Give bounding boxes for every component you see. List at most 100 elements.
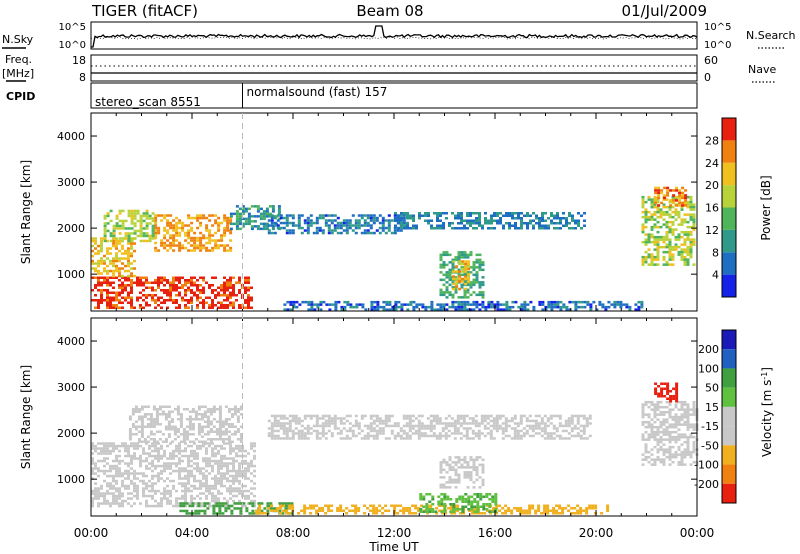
heatmap-cell (588, 504, 592, 507)
heatmap-cell (331, 303, 335, 306)
heatmap-cell (214, 214, 218, 217)
heatmap-cell (160, 454, 163, 458)
heatmap-cell (306, 226, 310, 230)
heatmap-cell (167, 435, 171, 438)
heatmap-cell (469, 283, 473, 287)
heatmap-cell (154, 219, 158, 222)
heatmap-cell (185, 502, 189, 505)
heatmap-cell (321, 229, 325, 232)
heatmap-cell (178, 449, 181, 453)
heatmap-cell (148, 479, 151, 483)
heatmap-cell (172, 249, 176, 252)
heatmap-cell (136, 487, 139, 490)
colorbar-tick-label: 200 (698, 343, 719, 356)
heatmap-cell (160, 279, 163, 282)
heatmap-cell (504, 434, 508, 438)
heatmap-cell (472, 486, 476, 489)
heatmap-cell (426, 427, 430, 430)
heatmap-cell (469, 456, 473, 459)
heatmap-cell (668, 230, 672, 234)
heatmap-cell (523, 300, 527, 304)
heatmap-cell (315, 216, 319, 220)
heatmap-cell (212, 418, 216, 421)
heatmap-cell (133, 249, 136, 253)
heatmap-cell (187, 236, 191, 240)
heatmap-cell (169, 244, 173, 247)
heatmap-cell (136, 281, 139, 284)
heatmap-cell (393, 507, 397, 510)
heatmap-cell (342, 221, 346, 225)
heatmap-cell (178, 482, 181, 485)
heatmap-cell (486, 422, 490, 425)
heatmap-cell (360, 437, 364, 440)
heatmap-cell (662, 245, 666, 249)
heatmap-cell (94, 239, 97, 243)
heatmap-cell (481, 291, 485, 294)
heatmap-cell (97, 276, 100, 279)
heatmap-cell (540, 434, 544, 438)
heatmap-cell (550, 300, 554, 304)
heatmap-cell (556, 214, 559, 217)
heatmap-cell (466, 283, 470, 287)
heatmap-cell (143, 440, 147, 443)
heatmap-cell (290, 502, 294, 505)
heatmap-cell (324, 219, 328, 222)
heatmap-cell (502, 308, 506, 311)
heatmap-cell (328, 303, 332, 306)
heatmap-cell (466, 288, 470, 292)
heatmap-cell (131, 413, 135, 416)
heatmap-cell (465, 429, 469, 433)
heatmap-cell (354, 512, 358, 515)
heatmap-cell (683, 400, 687, 404)
heatmap-cell (330, 229, 334, 232)
heatmap-cell (175, 497, 178, 500)
heatmap-cell (187, 249, 191, 252)
heatmap-cell (464, 500, 468, 503)
heatmap-cell (118, 474, 121, 478)
heatmap-cell (97, 306, 100, 309)
heatmap-cell (686, 195, 690, 199)
heatmap-cell (656, 253, 660, 256)
heatmap-cell (133, 489, 136, 493)
heatmap-cell (457, 256, 461, 259)
heatmap-cell (137, 430, 141, 433)
heatmap-cell (127, 447, 130, 450)
heatmap-cell (343, 305, 347, 309)
heatmap-cell (453, 512, 457, 515)
heatmap-cell (665, 198, 669, 201)
heatmap-cell (656, 418, 660, 421)
heatmap-cell (146, 418, 150, 421)
heatmap-cell (686, 443, 690, 446)
heatmap-cell (206, 410, 210, 413)
heatmap-cell (300, 434, 304, 438)
y-tick-label: 4000 (57, 130, 85, 143)
heatmap-cell (650, 205, 654, 209)
heatmap-cell (662, 250, 666, 254)
heatmap-cell (91, 276, 94, 279)
heatmap-cell (519, 507, 523, 510)
heatmap-cell (118, 444, 121, 448)
heatmap-cell (424, 212, 427, 215)
heatmap-cell (206, 423, 210, 426)
heatmap-cell (366, 229, 370, 232)
heatmap-cell (504, 509, 508, 512)
heatmap-cell (426, 417, 430, 420)
heatmap-cell (445, 291, 449, 294)
heatmap-cell (692, 435, 696, 439)
heatmap-cell (253, 205, 257, 208)
heatmap-cell (680, 453, 684, 456)
heatmap-cell (513, 432, 517, 435)
heatmap-cell (653, 248, 657, 251)
heatmap-cell (553, 303, 557, 306)
heatmap-cell (109, 232, 113, 235)
heatmap-cell (154, 447, 157, 450)
heatmap-cell (202, 442, 205, 445)
heatmap-cell (250, 227, 254, 231)
heatmap-cell (394, 219, 397, 222)
heatmap-cell (154, 454, 157, 458)
heatmap-cell (466, 476, 470, 479)
heatmap-cell (662, 213, 666, 216)
heatmap-cell (330, 432, 334, 435)
heatmap-cell (442, 273, 446, 277)
heatmap-cell (248, 502, 252, 505)
